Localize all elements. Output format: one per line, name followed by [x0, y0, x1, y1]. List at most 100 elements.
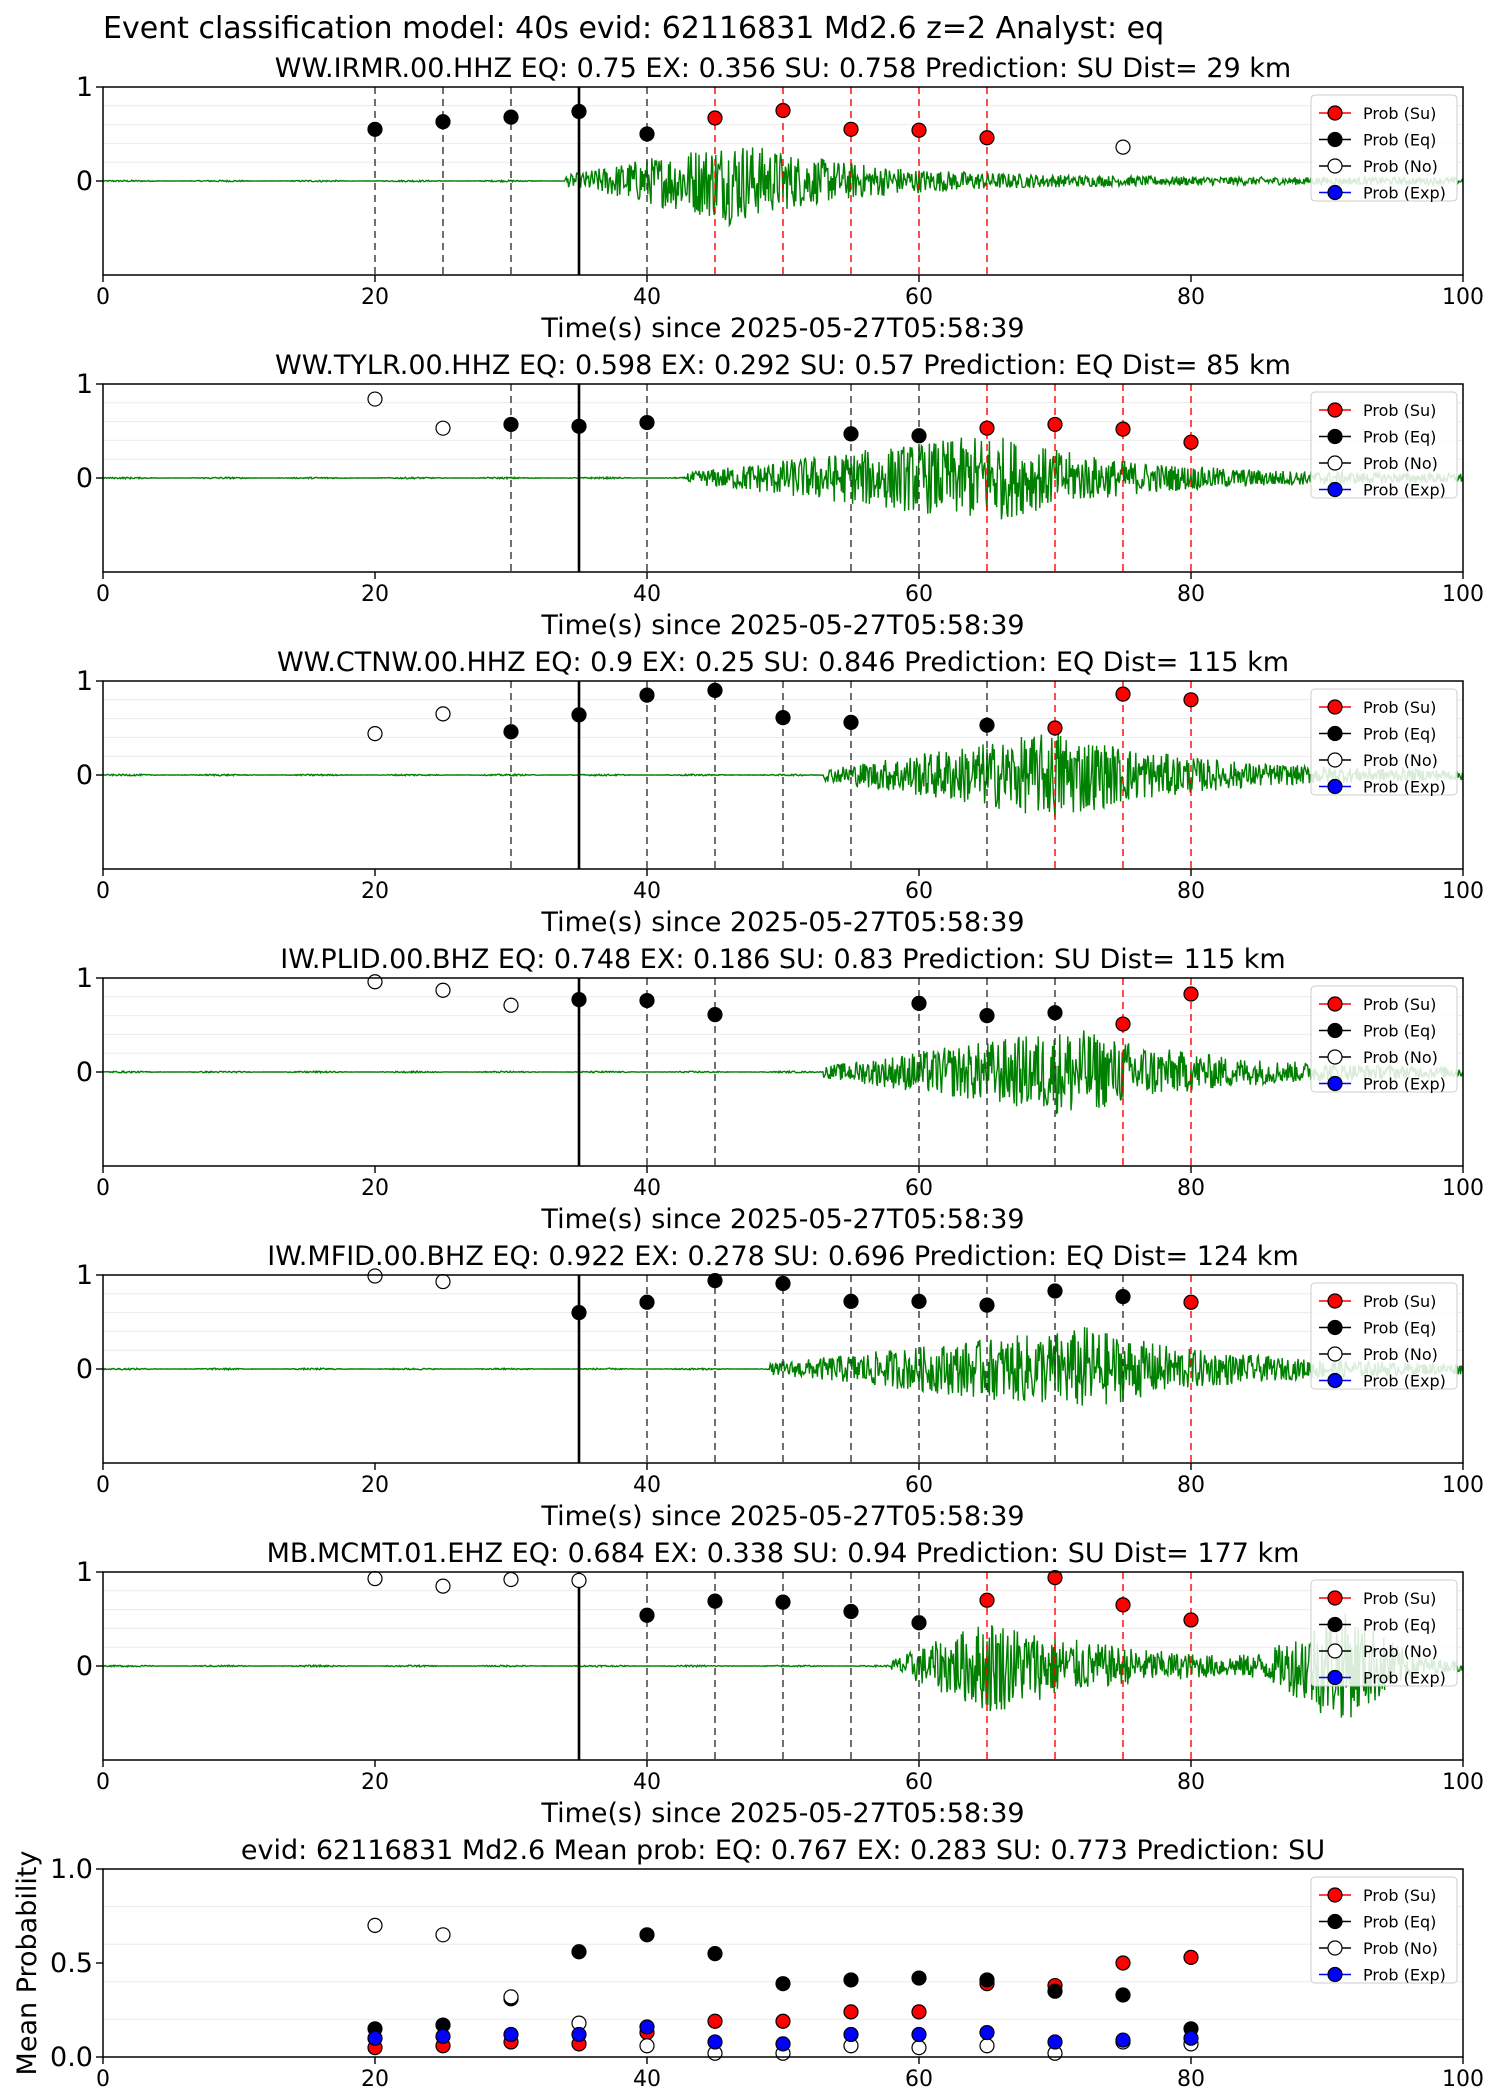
x-tick-label: 100: [1442, 879, 1484, 904]
y-tick-label: 1: [76, 1260, 93, 1291]
legend-label: Prob (Exp): [1363, 1966, 1446, 1985]
legend-marker-eq: [1327, 1022, 1343, 1039]
mean-marker-no: [911, 2039, 927, 2056]
legend: Prob (Su) Prob (Eq) Prob (No) Prob (Exp): [1310, 1282, 1458, 1391]
legend-label: Prob (Eq): [1363, 1319, 1436, 1338]
y-tick-label: 0: [76, 1354, 93, 1385]
legend-label: Prob (Exp): [1363, 481, 1446, 500]
panel-title: WW.CTNW.00.HHZ EQ: 0.9 EX: 0.25 SU: 0.84…: [277, 647, 1289, 678]
panel-1: WW.IRMR.00.HHZ EQ: 0.75 EX: 0.356 SU: 0.…: [76, 53, 1484, 344]
prob-marker-su: [911, 122, 927, 138]
mean-marker-exp: [435, 2028, 451, 2044]
legend-box: [1310, 1876, 1458, 1984]
prob-marker-eq: [775, 710, 791, 726]
prob-marker-no: [367, 391, 383, 407]
prob-marker-no: [503, 997, 519, 1013]
legend-marker-exp: [1327, 1372, 1343, 1389]
legend-label: Prob (Eq): [1363, 428, 1436, 447]
prob-marker-su: [1115, 1597, 1131, 1613]
mean-marker-exp: [1047, 2034, 1063, 2050]
panel-7: evid: 62116831 Md2.6 Mean prob: EQ: 0.76…: [12, 1835, 1484, 2092]
legend-marker-exp: [1327, 184, 1343, 201]
legend-label: Prob (No): [1363, 1048, 1438, 1067]
x-tick-label: 20: [361, 582, 389, 607]
prob-marker-eq: [1047, 1005, 1063, 1021]
legend-marker-exp: [1327, 1966, 1343, 1983]
legend-marker-eq: [1327, 428, 1343, 445]
mean-marker-eq: [1115, 1987, 1131, 2003]
y-tick-label: 0: [76, 1057, 93, 1088]
prob-marker-eq: [843, 1293, 859, 1309]
prob-marker-eq: [911, 1293, 927, 1309]
legend-marker-su: [1327, 699, 1343, 715]
legend-label: Prob (Su): [1363, 1886, 1436, 1905]
prob-marker-eq: [639, 1294, 655, 1310]
y-tick-label: 0: [76, 463, 93, 494]
prob-marker-su: [1183, 434, 1199, 450]
mean-marker-no: [435, 1927, 451, 1943]
legend-label: Prob (Su): [1363, 1292, 1436, 1311]
figure-title: Event classification model: 40s evid: 62…: [103, 11, 1164, 46]
prob-marker-su: [1047, 416, 1063, 433]
mean-marker-exp: [911, 2026, 927, 2043]
x-tick-label: 100: [1442, 1176, 1484, 1201]
waveform-trace: [102, 734, 1464, 818]
prob-marker-su: [1183, 1612, 1199, 1628]
prob-marker-eq: [571, 707, 587, 723]
legend-marker-su: [1327, 402, 1343, 418]
x-tick-label: 20: [361, 879, 389, 904]
x-tick-label: 0: [96, 285, 110, 310]
x-axis-label: Time(s) since 2025-05-27T05:58:39: [540, 1798, 1024, 1829]
legend-box: [1310, 985, 1458, 1093]
mean-marker-exp: [367, 2030, 383, 2046]
x-tick-label: 20: [361, 2067, 389, 2092]
prob-marker-eq: [639, 414, 655, 431]
mean-marker-su: [843, 2004, 859, 2020]
panel-title: WW.TYLR.00.HHZ EQ: 0.598 EX: 0.292 SU: 0…: [275, 350, 1291, 381]
panel-2: WW.TYLR.00.HHZ EQ: 0.598 EX: 0.292 SU: 0…: [76, 350, 1484, 641]
y-tick-label: 1: [76, 666, 93, 697]
prob-marker-su: [1115, 686, 1131, 702]
legend-label: Prob (Eq): [1363, 725, 1436, 744]
legend: Prob (Su) Prob (Eq) Prob (No) Prob (Exp): [1310, 391, 1458, 500]
panel-6: MB.MCMT.01.EHZ EQ: 0.684 EX: 0.338 SU: 0…: [76, 1538, 1484, 1829]
x-tick-label: 100: [1442, 1473, 1484, 1498]
prob-marker-su: [1183, 1294, 1199, 1310]
prob-marker-su: [1115, 421, 1131, 437]
prob-marker-no: [435, 420, 451, 436]
legend-marker-exp: [1327, 1669, 1343, 1686]
prob-marker-eq: [639, 1607, 655, 1623]
prob-marker-su: [1047, 720, 1063, 736]
x-tick-label: 0: [96, 1473, 110, 1498]
legend-marker-no: [1327, 1643, 1343, 1659]
prob-marker-eq: [639, 126, 655, 142]
legend-box: [1310, 391, 1458, 499]
mean-marker-su: [1183, 1949, 1199, 1965]
y-tick-label: 0: [76, 166, 93, 197]
prob-marker-eq: [571, 418, 587, 434]
mean-marker-no: [503, 1989, 519, 2005]
prob-marker-eq: [979, 1297, 995, 1313]
mean-marker-eq: [571, 1944, 587, 1960]
mean-marker-eq: [775, 1976, 791, 1992]
legend-label: Prob (Su): [1363, 995, 1436, 1014]
legend-marker-eq: [1327, 725, 1343, 742]
y-tick-label: 0: [76, 1651, 93, 1682]
prob-marker-su: [843, 121, 859, 137]
x-tick-label: 100: [1442, 1770, 1484, 1795]
prob-marker-su: [707, 110, 723, 126]
legend-label: Prob (No): [1363, 454, 1438, 473]
legend-marker-exp: [1327, 1075, 1343, 1092]
mean-marker-exp: [775, 2036, 791, 2052]
panel-title: MB.MCMT.01.EHZ EQ: 0.684 EX: 0.338 SU: 0…: [267, 1538, 1300, 1569]
legend-label: Prob (Su): [1363, 698, 1436, 717]
legend-label: Prob (Eq): [1363, 1022, 1436, 1041]
prob-marker-no: [571, 1572, 587, 1589]
prob-marker-eq: [911, 1615, 927, 1631]
mean-marker-no: [979, 2038, 995, 2054]
x-tick-label: 60: [905, 1473, 933, 1498]
x-tick-label: 40: [633, 582, 661, 607]
mean-marker-eq: [911, 1970, 927, 1986]
prob-marker-eq: [911, 995, 927, 1011]
